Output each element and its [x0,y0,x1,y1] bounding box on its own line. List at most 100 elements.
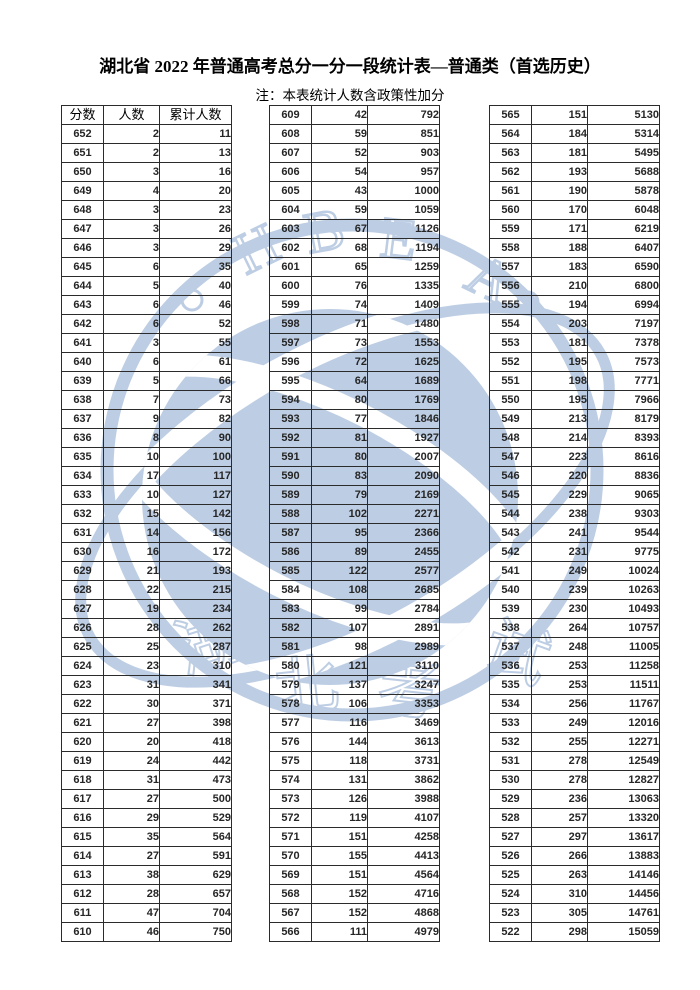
table-row: 542 231 9775 [489,542,660,562]
score-cell: 588 [269,504,312,524]
cumulative-cell: 6048 [587,200,660,220]
count-cell: 126 [311,789,368,809]
table-row: 523 305 14761 [489,903,660,923]
score-cell: 525 [489,865,532,885]
count-cell: 67 [311,219,368,239]
score-cell: 639 [61,371,104,391]
count-cell: 188 [531,238,588,258]
cumulative-cell: 2366 [367,523,440,543]
cumulative-cell: 1126 [367,219,440,239]
count-cell: 6 [103,295,160,315]
score-cell: 531 [489,751,532,771]
score-cell: 616 [61,808,104,828]
cumulative-cell: 1335 [367,276,440,296]
score-cell: 586 [269,542,312,562]
score-cell: 569 [269,865,312,885]
score-cell: 635 [61,447,104,467]
score-cell: 596 [269,352,312,372]
cumulative-cell: 7966 [587,390,660,410]
score-cell: 544 [489,504,532,524]
cumulative-cell: 12271 [587,732,660,752]
score-cell: 582 [269,618,312,638]
table-row: 607 52 903 [269,143,440,163]
count-cell: 77 [311,409,368,429]
cumulative-cell: 1194 [367,238,440,258]
count-cell: 31 [103,770,160,790]
table-row: 559 171 6219 [489,219,660,239]
score-cell: 605 [269,181,312,201]
cumulative-cell: 2090 [367,466,440,486]
cumulative-cell: 61 [159,352,232,372]
table-row: 649 4 20 [61,181,232,201]
score-cell: 545 [489,485,532,505]
score-cell: 535 [489,675,532,695]
score-cell: 648 [61,200,104,220]
count-cell: 278 [531,770,588,790]
table-row: 634 17 117 [61,466,232,486]
score-cell: 572 [269,808,312,828]
score-cell: 624 [61,656,104,676]
table-row: 544 238 9303 [489,504,660,524]
count-cell: 3 [103,333,160,353]
table-row: 578 106 3353 [269,694,440,714]
count-cell: 249 [531,713,588,733]
score-cell: 580 [269,656,312,676]
score-cell: 647 [61,219,104,239]
table-row: 568 152 4716 [269,884,440,904]
table-row: 547 223 8616 [489,447,660,467]
table-row: 555 194 6994 [489,295,660,315]
count-cell: 3 [103,200,160,220]
count-cell: 248 [531,637,588,657]
table-row: 561 190 5878 [489,181,660,201]
table-row: 644 5 40 [61,276,232,296]
cumulative-cell: 90 [159,428,232,448]
score-cell: 611 [61,903,104,923]
score-cell: 573 [269,789,312,809]
count-cell: 21 [103,561,160,581]
score-cell: 631 [61,523,104,543]
table-row: 585 122 2577 [269,561,440,581]
count-cell: 43 [311,181,368,201]
score-cell: 633 [61,485,104,505]
count-cell: 170 [531,200,588,220]
score-cell: 537 [489,637,532,657]
cumulative-cell: 1480 [367,314,440,334]
count-cell: 230 [531,599,588,619]
score-cell: 600 [269,276,312,296]
cumulative-cell: 127 [159,485,232,505]
cumulative-cell: 398 [159,713,232,733]
table-row: 630 16 172 [61,542,232,562]
table-row: 629 21 193 [61,561,232,581]
count-cell: 3 [103,238,160,258]
cumulative-cell: 11511 [587,675,660,695]
table-row: 622 30 371 [61,694,232,714]
table-row: 604 59 1059 [269,200,440,220]
cumulative-cell: 11767 [587,694,660,714]
cumulative-cell: 6800 [587,276,660,296]
table-row: 645 6 35 [61,257,232,277]
cumulative-cell: 1059 [367,200,440,220]
table-row: 626 28 262 [61,618,232,638]
table-row: 620 20 418 [61,732,232,752]
table-row: 600 76 1335 [269,276,440,296]
cumulative-cell: 704 [159,903,232,923]
count-cell: 256 [531,694,588,714]
score-cell: 551 [489,371,532,391]
score-cell: 632 [61,504,104,524]
score-cell: 565 [489,105,532,125]
cumulative-cell: 903 [367,143,440,163]
table-row: 627 19 234 [61,599,232,619]
score-cell: 620 [61,732,104,752]
cumulative-cell: 3862 [367,770,440,790]
count-cell: 68 [311,238,368,258]
cumulative-cell: 13883 [587,846,660,866]
count-cell: 74 [311,295,368,315]
cumulative-cell: 2007 [367,447,440,467]
table-row: 606 54 957 [269,162,440,182]
count-cell: 238 [531,504,588,524]
count-cell: 5 [103,371,160,391]
table-row: 531 278 12549 [489,751,660,771]
count-cell: 122 [311,561,368,581]
table-row: 562 193 5688 [489,162,660,182]
count-cell: 99 [311,599,368,619]
